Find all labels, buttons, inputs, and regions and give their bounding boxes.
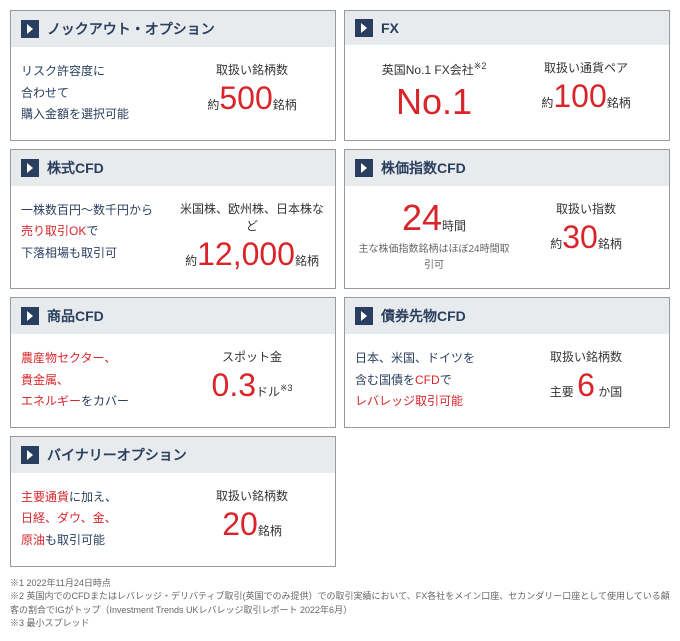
card-title: バイナリーオプション (47, 445, 187, 465)
card-body: 24時間主な株価指数銘柄はほぼ24時間取引可取扱い指数約30銘柄 (345, 186, 669, 288)
card-title: 債券先物CFD (381, 306, 466, 326)
card-title: 株式CFD (47, 158, 104, 178)
card-left: 日本、米国、ドイツを含む国債をCFDでレバレッジ取引可能 (355, 348, 513, 413)
arrow-icon (21, 307, 39, 325)
card-left: 農産物セクター、貴金属、エネルギーをカバー (21, 348, 179, 413)
card-header[interactable]: 株式CFD (11, 150, 335, 186)
footnote-line: ※1 2022年11月24日時点 (10, 577, 670, 591)
card-left: 英国No.1 FX会社※2No.1 (355, 59, 513, 120)
card-title: 株価指数CFD (381, 158, 466, 178)
card-body: 日本、米国、ドイツを含む国債をCFDでレバレッジ取引可能取扱い銘柄数主要 6 か… (345, 334, 669, 427)
footnote-line: ※3 最小スプレッド (10, 617, 670, 631)
card-right: 取扱い銘柄数主要 6 か国 (513, 348, 659, 413)
card-body: 一株数百円〜数千円から売り取引OKで下落相場も取引可米国株、欧州株、日本株など約… (11, 186, 335, 284)
product-card: 商品CFD 農産物セクター、貴金属、エネルギーをカバースポット金0.3ドル※3 (10, 297, 336, 428)
card-right: 米国株、欧州株、日本株など約12,000銘柄 (179, 200, 325, 270)
card-left: 一株数百円〜数千円から売り取引OKで下落相場も取引可 (21, 200, 179, 270)
card-title: ノックアウト・オプション (47, 19, 215, 39)
card-right: 取扱い通貨ペア約100銘柄 (513, 59, 659, 120)
card-left: リスク許容度に合わせて購入金額を選択可能 (21, 61, 179, 126)
footnotes: ※1 2022年11月24日時点※2 英国内でのCFDまたはレバレッジ・デリバテ… (10, 577, 670, 631)
arrow-icon (355, 307, 373, 325)
card-body: 主要通貨に加え、日経、ダウ、金、原油も取引可能取扱い銘柄数20銘柄 (11, 473, 335, 566)
card-header[interactable]: FX (345, 11, 669, 45)
product-card: 株価指数CFD 24時間主な株価指数銘柄はほぼ24時間取引可取扱い指数約30銘柄 (344, 149, 670, 289)
card-right: 取扱い指数約30銘柄 (513, 200, 659, 274)
product-card: FX 英国No.1 FX会社※2No.1取扱い通貨ペア約100銘柄 (344, 10, 670, 141)
card-header[interactable]: 債券先物CFD (345, 298, 669, 334)
card-body: 英国No.1 FX会社※2No.1取扱い通貨ペア約100銘柄 (345, 45, 669, 134)
card-right: スポット金0.3ドル※3 (179, 348, 325, 413)
arrow-icon (21, 159, 39, 177)
arrow-icon (21, 446, 39, 464)
card-title: FX (381, 20, 399, 36)
card-left: 24時間主な株価指数銘柄はほぼ24時間取引可 (355, 200, 513, 274)
arrow-icon (355, 19, 373, 37)
product-card: バイナリーオプション主要通貨に加え、日経、ダウ、金、原油も取引可能取扱い銘柄数2… (10, 436, 336, 567)
card-header[interactable]: 商品CFD (11, 298, 335, 334)
card-right: 取扱い銘柄数約500銘柄 (179, 61, 325, 126)
card-body: 農産物セクター、貴金属、エネルギーをカバースポット金0.3ドル※3 (11, 334, 335, 427)
product-card: 債券先物CFD 日本、米国、ドイツを含む国債をCFDでレバレッジ取引可能取扱い銘柄… (344, 297, 670, 428)
product-card: 株式CFD 一株数百円〜数千円から売り取引OKで下落相場も取引可米国株、欧州株、日… (10, 149, 336, 289)
card-body: リスク許容度に合わせて購入金額を選択可能取扱い銘柄数約500銘柄 (11, 47, 335, 140)
arrow-icon (21, 20, 39, 38)
product-card: ノックアウト・オプションリスク許容度に合わせて購入金額を選択可能取扱い銘柄数約5… (10, 10, 336, 141)
card-header[interactable]: 株価指数CFD (345, 150, 669, 186)
card-right: 取扱い銘柄数20銘柄 (179, 487, 325, 552)
card-left: 主要通貨に加え、日経、ダウ、金、原油も取引可能 (21, 487, 179, 552)
card-title: 商品CFD (47, 306, 104, 326)
card-header[interactable]: ノックアウト・オプション (11, 11, 335, 47)
card-header[interactable]: バイナリーオプション (11, 437, 335, 473)
arrow-icon (355, 159, 373, 177)
